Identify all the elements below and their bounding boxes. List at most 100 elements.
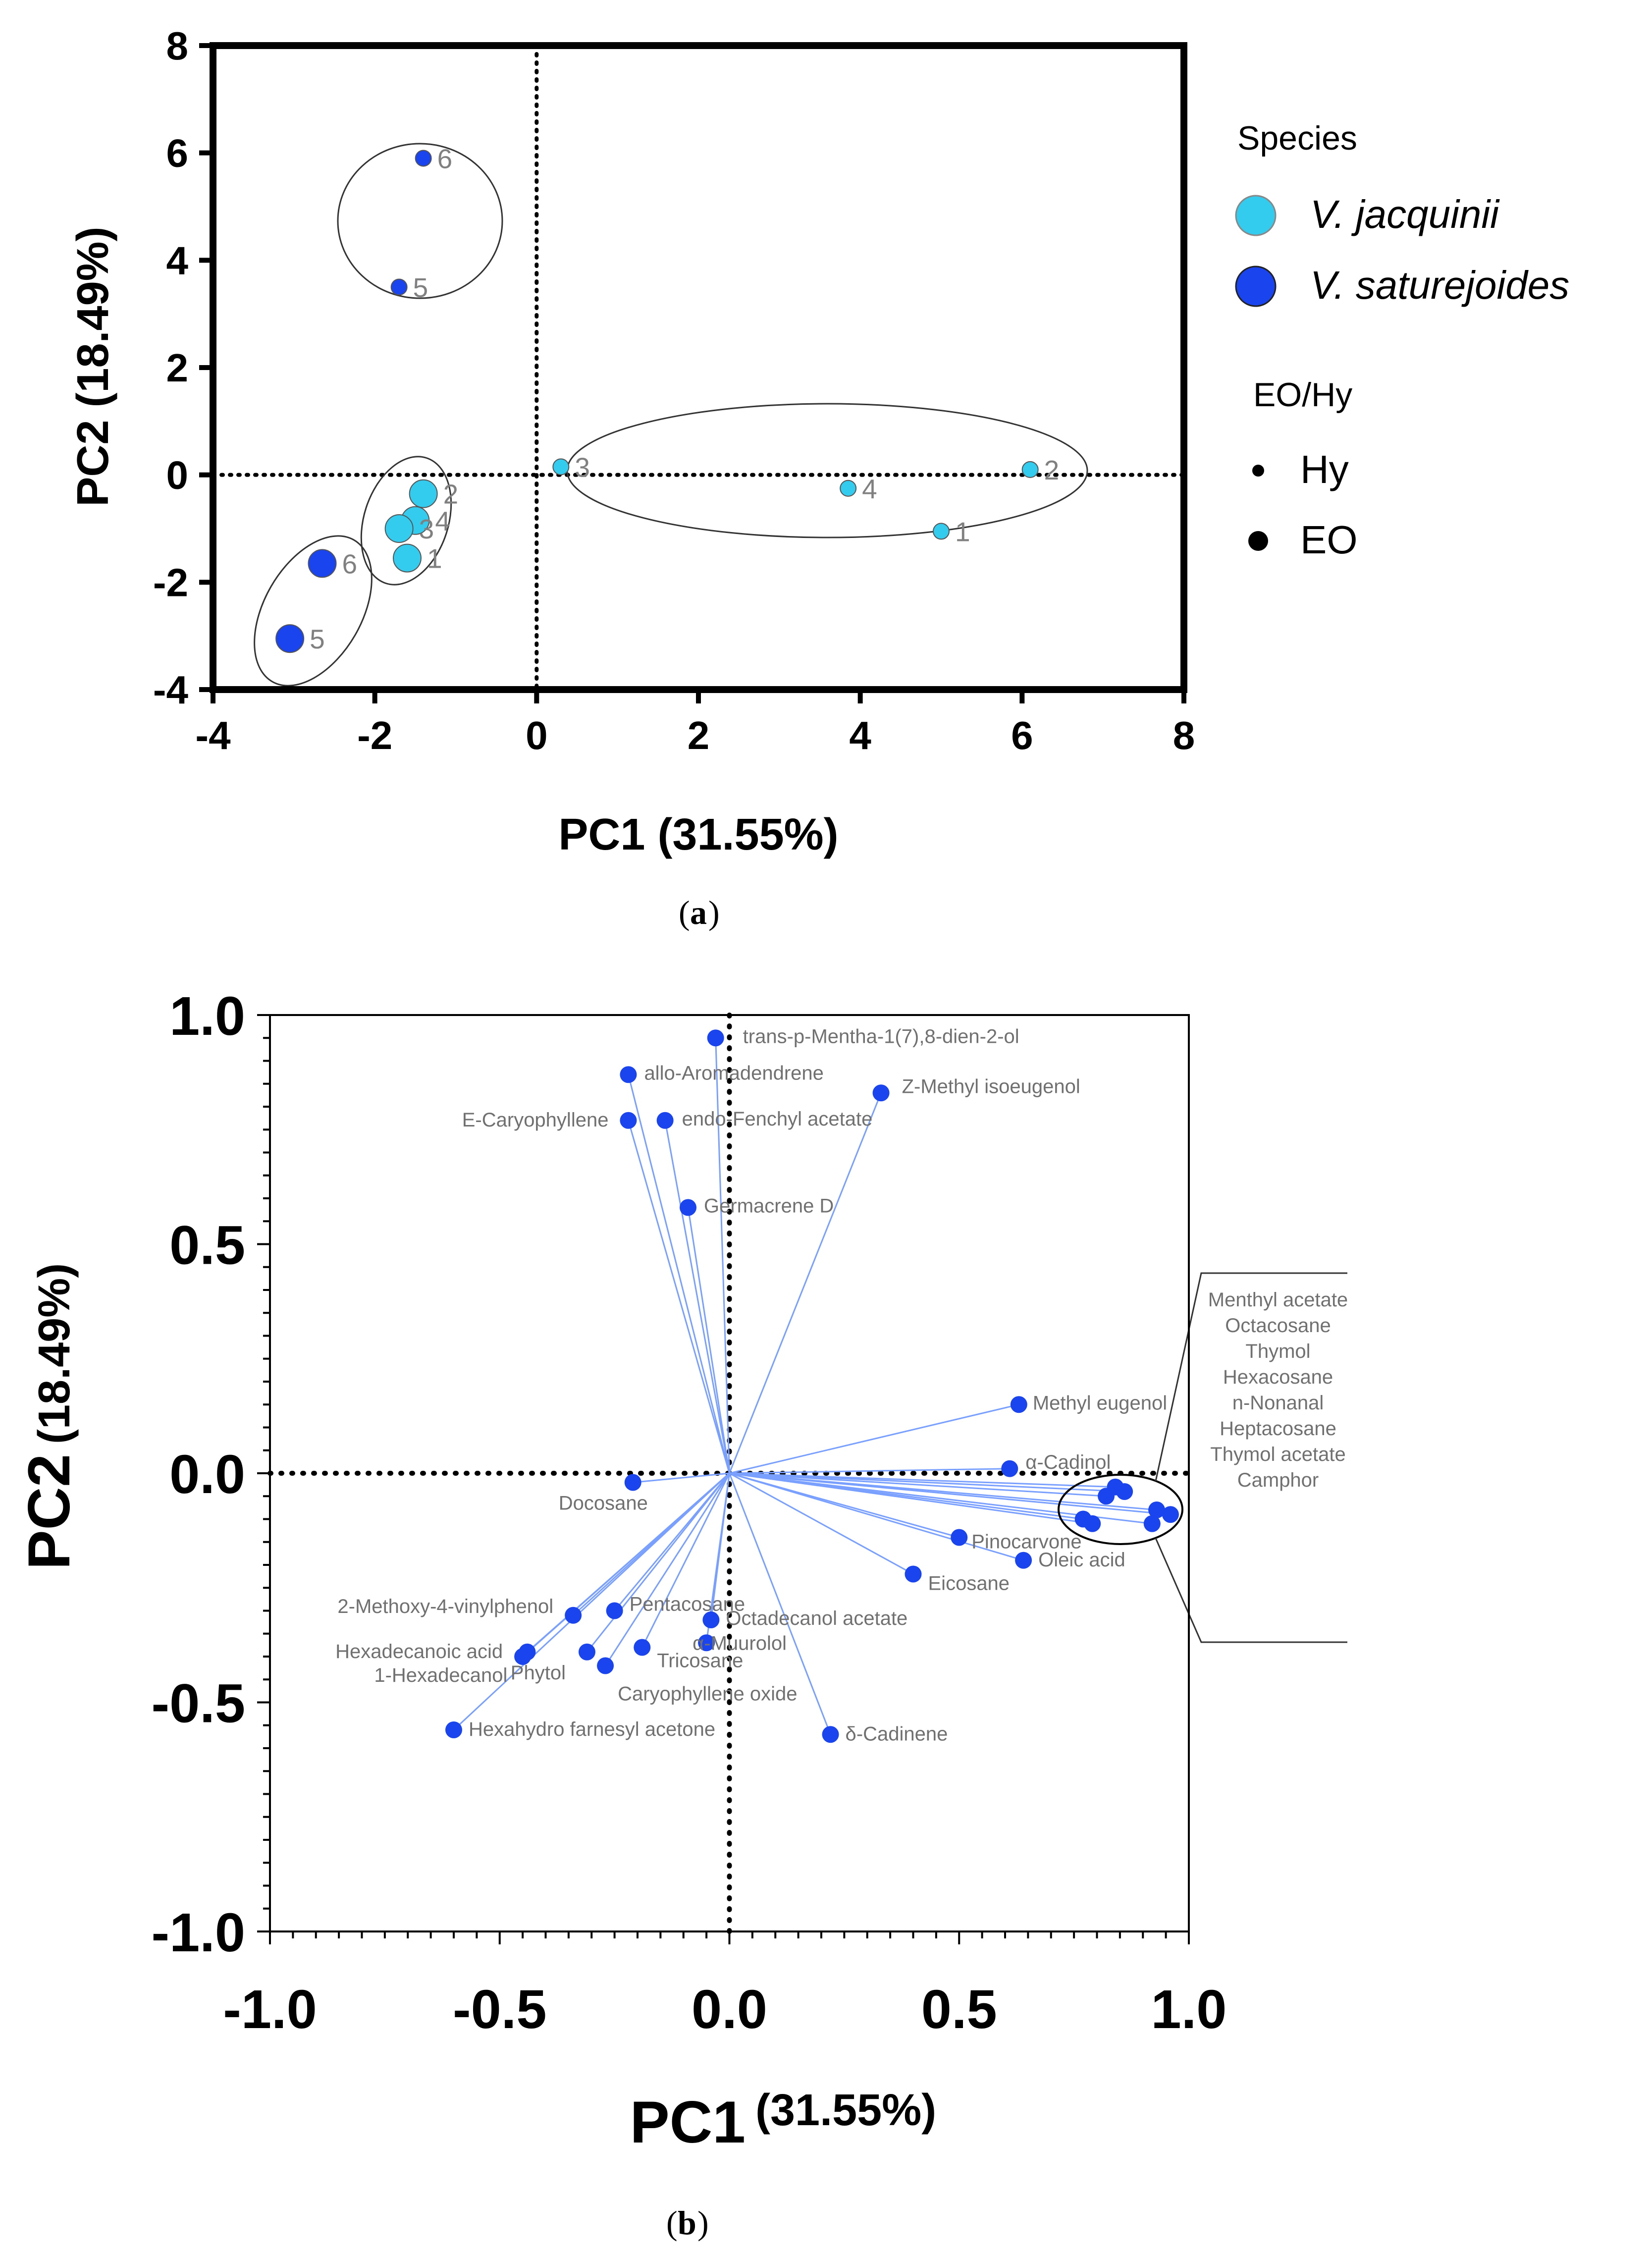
x-axis-title: PC1 (31.55%) xyxy=(630,2086,937,2155)
point-label: 5 xyxy=(413,272,428,303)
legend: Species V. jacquinii V. saturejoides EO/… xyxy=(1235,119,1569,562)
loading-point xyxy=(698,1634,715,1652)
data-point xyxy=(384,514,414,543)
loading-arrow xyxy=(729,1466,1011,1474)
variable-label: Pinocarvone xyxy=(971,1531,1081,1553)
y-tick-label: 6 xyxy=(166,131,189,175)
y-axis-percent: (18.49%) xyxy=(30,1263,79,1444)
loading-arrows xyxy=(453,1037,1172,1736)
loading-arrow xyxy=(713,1037,730,1474)
caption-a: ( a ) xyxy=(679,894,720,931)
data-point xyxy=(415,150,432,167)
point-label: 4 xyxy=(862,474,877,504)
x-tick-label: 0.0 xyxy=(692,1979,767,2040)
x-tick-label: 0.5 xyxy=(921,1979,997,2040)
data-point xyxy=(409,479,438,508)
loading-point xyxy=(680,1199,697,1216)
ellipse-vs-eo xyxy=(254,535,373,687)
legend-label-v-saturejoides: V. saturejoides xyxy=(1310,263,1569,307)
variable-label: Z-Methyl isoeugenol xyxy=(902,1075,1080,1097)
loading-arrow xyxy=(641,1473,730,1649)
loading-point xyxy=(872,1084,890,1102)
caption-close-paren: ) xyxy=(697,2204,709,2242)
legend-label-eo: EO xyxy=(1300,518,1358,562)
legend-swatch-v-saturejoides xyxy=(1235,266,1277,307)
data-point xyxy=(840,480,857,497)
loading-arrow xyxy=(729,1472,1108,1499)
ellipse-vj-eo xyxy=(360,456,452,586)
cluster-ellipse xyxy=(1058,1474,1183,1545)
x-tick-label: 2 xyxy=(688,713,710,757)
data-point xyxy=(308,549,337,578)
y-tick-label: 1.0 xyxy=(169,986,245,1047)
variable-label: 2-Methoxy-4-vinylphenol xyxy=(337,1596,553,1617)
data-point xyxy=(275,624,305,653)
loading-point xyxy=(620,1066,637,1083)
point-label: 6 xyxy=(342,548,358,579)
loading-point xyxy=(1001,1460,1018,1477)
legend-type-title: EO/Hy xyxy=(1253,376,1352,414)
loading-point xyxy=(606,1602,623,1619)
variable-label: δ-Cadinene xyxy=(846,1723,948,1745)
loading-point xyxy=(620,1112,637,1129)
variable-label: endo-Fenchyl acetate xyxy=(682,1108,873,1130)
loading-arrow xyxy=(663,1119,730,1474)
y-tick-label: 2 xyxy=(166,346,189,390)
x-tick-label: 0 xyxy=(526,713,548,757)
loading-point xyxy=(445,1721,462,1738)
x-axis-percent: (31.55%) xyxy=(755,2086,936,2135)
loading-arrow xyxy=(729,1092,882,1474)
cluster-variable-label: Heptacosane xyxy=(1220,1418,1336,1440)
x-tick-label: -0.5 xyxy=(453,1979,547,2040)
point-label: 1 xyxy=(427,543,442,574)
cluster-variable-label: Octacosane xyxy=(1225,1315,1331,1337)
loading-point xyxy=(702,1611,720,1628)
axis-ticks: -1.0 -1.0 -0.5 -0.5 0.0 0.0 0.5 0.5 1.0 1.0 xyxy=(151,986,1226,2040)
loading-point xyxy=(624,1474,641,1491)
data-point xyxy=(933,523,950,540)
variable-label: Pentacosane xyxy=(630,1594,746,1615)
variable-label: 1-Hexadecanol xyxy=(374,1664,507,1686)
point-label: 4 xyxy=(435,506,450,536)
cluster-variable-label: n-Nonanal xyxy=(1232,1392,1324,1414)
loading-point xyxy=(656,1112,674,1129)
point-label: 3 xyxy=(575,452,590,482)
variable-label: trans-p-Mentha-1(7),8-dien-2-ol xyxy=(743,1025,1019,1047)
y-tick-label: -4 xyxy=(153,668,189,712)
caption-open-paren: ( xyxy=(679,894,690,931)
loading-labels: trans-p-Mentha-1(7),8-dien-2-ol allo-Arom… xyxy=(335,1025,1167,1745)
variable-label: Caryophyllene oxide xyxy=(618,1683,797,1705)
loading-point xyxy=(707,1029,724,1047)
loading-arrow xyxy=(729,1472,1126,1494)
x-axis-title: PC1 (31.55%) xyxy=(558,810,838,859)
group-ellipses xyxy=(254,143,1088,687)
variable-label: α-Muurolol xyxy=(693,1632,787,1654)
caption-letter-a: a xyxy=(690,894,707,931)
caption-b: ( b ) xyxy=(666,2204,709,2242)
caption-close-paren: ) xyxy=(708,894,720,931)
variable-label: Hexadecanoic acid xyxy=(335,1641,503,1662)
x-tick-label: -1.0 xyxy=(223,1979,317,2040)
loading-point xyxy=(822,1726,839,1743)
loading-point xyxy=(1143,1515,1161,1532)
loading-arrow xyxy=(453,1472,730,1731)
y-tick-label: 8 xyxy=(166,24,189,68)
cluster-callout-list: Menthyl acetate Octacosane Thymol Hexacosan… xyxy=(1208,1289,1348,1491)
y-tick-label: -0.5 xyxy=(151,1673,245,1734)
variable-label: α-Cadinol xyxy=(1025,1451,1111,1473)
y-tick-label: 0.5 xyxy=(169,1215,245,1276)
loading-arrow xyxy=(586,1473,730,1653)
loading-arrow xyxy=(627,1073,730,1474)
y-axis-title: PC2 (18.49%) xyxy=(68,226,118,506)
y-axis-label: PC2 xyxy=(16,1454,82,1569)
point-label: 5 xyxy=(310,624,325,654)
loading-point xyxy=(1010,1396,1027,1413)
loading-arrow xyxy=(729,1403,1020,1474)
data-point xyxy=(393,543,422,573)
loading-arrow xyxy=(729,1472,914,1575)
cluster-variable-label: Menthyl acetate xyxy=(1208,1289,1348,1311)
data-point xyxy=(390,278,408,296)
